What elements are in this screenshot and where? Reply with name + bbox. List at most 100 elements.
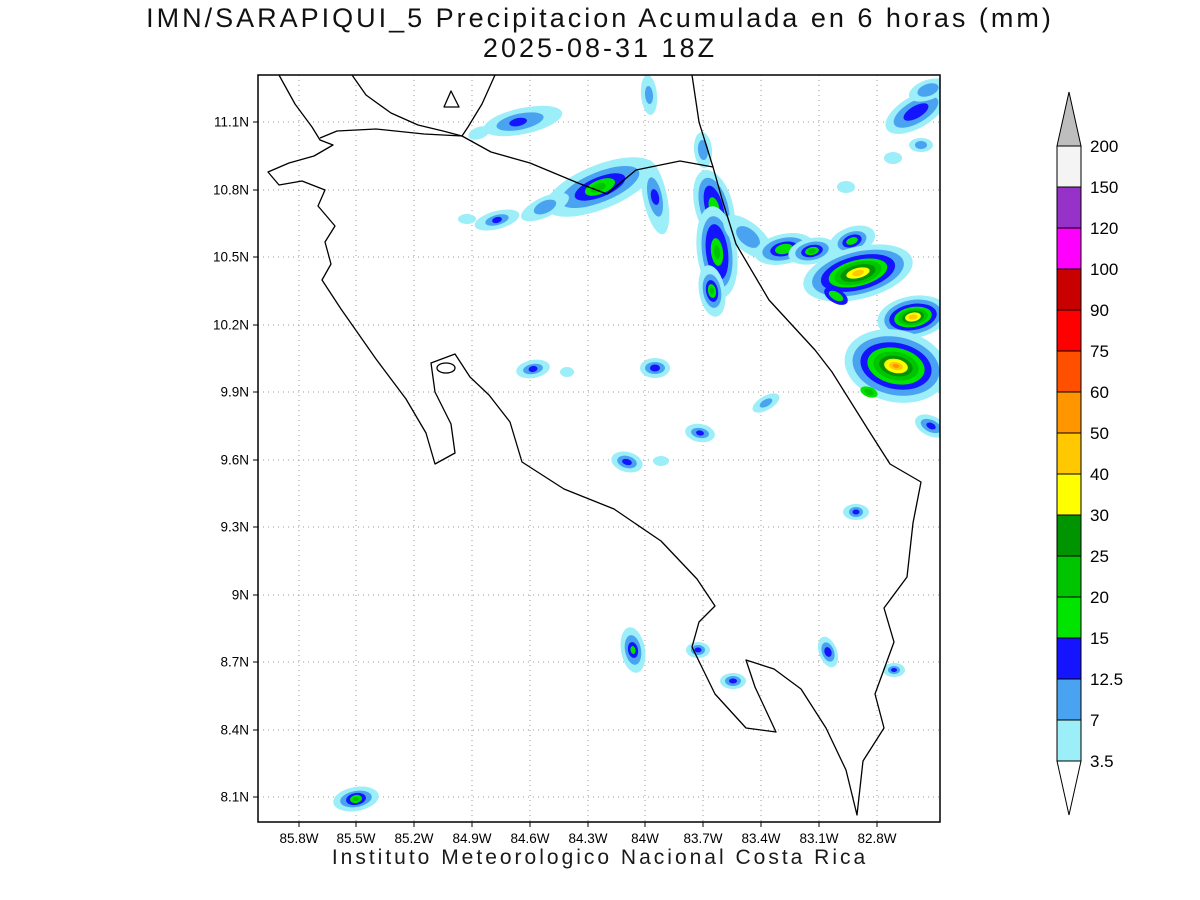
x-tick-label: 83.7W — [683, 831, 722, 846]
precip-contour-12.5mm — [528, 365, 538, 373]
precip-contour-3.5mm — [468, 126, 490, 140]
precip-cell — [720, 673, 746, 689]
colorbar-segment — [1056, 473, 1082, 516]
x-tick-label: 85.2W — [394, 831, 433, 846]
precip-cell — [560, 367, 574, 377]
precip-contour-3.5mm — [560, 367, 574, 377]
colorbar-label: 150 — [1090, 178, 1118, 197]
precip-contour-12.5mm — [824, 647, 832, 657]
precip-cell — [640, 358, 670, 378]
colorbar-segment — [1056, 678, 1082, 721]
x-tick-label: 82.8W — [857, 831, 896, 846]
precip-cell — [521, 192, 569, 222]
colorbar-label: 25 — [1090, 547, 1109, 566]
y-tick-label: 8.7N — [220, 655, 249, 670]
precip-contour-20mm — [808, 248, 816, 254]
colorbar-segment — [1056, 350, 1082, 393]
island-outline — [443, 90, 460, 108]
axis-labels: 85.8W 85.5W 85.2W 84.9W 84.6W 84.3W 84W 83.7W 83… — [213, 115, 897, 847]
precip-cell — [884, 152, 902, 164]
colorbar-label: 15 — [1090, 629, 1109, 648]
precip-contour-12.5mm — [492, 216, 502, 224]
y-tick-label: 9N — [232, 588, 249, 603]
precip-contour-12.5mm — [622, 458, 632, 466]
precip-contour-3.5mm — [653, 456, 669, 466]
precip-cell — [843, 504, 869, 520]
colorbar-segment — [1056, 432, 1082, 475]
colorbar-segment — [1056, 186, 1082, 229]
y-tick-label: 8.1N — [220, 790, 249, 805]
x-tick-label: 85.8W — [279, 831, 318, 846]
precip-contour-12.5mm — [926, 422, 936, 430]
y-tick-label: 9.9N — [220, 385, 249, 400]
precip-contour-20mm — [353, 796, 359, 802]
y-tick-label: 8.4N — [220, 723, 249, 738]
precip-cell — [844, 329, 940, 403]
precip-cell — [333, 786, 379, 812]
colorbar-segment — [1056, 637, 1082, 680]
precip-contour-7mm — [917, 83, 939, 97]
precip-cell — [883, 663, 905, 677]
precip-contour-7mm — [736, 226, 760, 248]
y-tick-label: 9.3N — [220, 520, 249, 535]
precip-contour-7mm — [759, 398, 773, 408]
colorbar-label: 12.5 — [1090, 670, 1123, 689]
precip-contour-40mm — [908, 314, 918, 320]
x-tick-label: 83.4W — [741, 831, 780, 846]
colorbar-segment — [1056, 391, 1082, 434]
colorbar-label: 20 — [1090, 588, 1109, 607]
colorbar-label: 60 — [1090, 383, 1109, 402]
precip-contour-3.5mm — [884, 152, 902, 164]
precip-cell — [458, 214, 476, 224]
y-tick-label: 10.5N — [213, 250, 249, 265]
precip-cell — [483, 105, 563, 137]
colorbar-label: 75 — [1090, 342, 1109, 361]
precip-cell — [640, 75, 658, 115]
colorbar-segment — [1056, 719, 1082, 762]
colorbar-label: 3.5 — [1090, 752, 1114, 771]
precip-contour-15mm — [630, 646, 636, 654]
chart-subtitle: 2025-08-31 18Z — [482, 33, 718, 63]
coastline-path — [319, 128, 714, 195]
precip-contour-7mm — [644, 86, 654, 104]
precip-cell — [686, 642, 710, 658]
x-tick-label: 84.3W — [568, 831, 607, 846]
precip-cell — [788, 237, 836, 265]
x-tick-label: 85.5W — [336, 831, 375, 846]
precip-contour-12.5mm — [650, 189, 660, 205]
colorbar-over-arrow — [1056, 91, 1082, 147]
precip-contour-12.5mm — [729, 678, 737, 684]
x-tick-label: 83.1W — [799, 831, 838, 846]
precip-cell — [685, 423, 715, 443]
precip-cell — [474, 209, 520, 231]
colorbar-label: 200 — [1090, 137, 1118, 156]
colorbar-segment — [1056, 227, 1082, 270]
island-outline — [436, 362, 456, 374]
precip-cell — [752, 393, 780, 413]
precip-contour-12.5mm — [696, 430, 704, 436]
precip-layer — [333, 75, 940, 812]
colorbar-segment — [1056, 596, 1082, 639]
precip-cell — [611, 451, 643, 473]
precip-contour-50mm — [892, 363, 900, 369]
precip-cell — [698, 265, 726, 317]
colorbar-segment — [1056, 555, 1082, 598]
precip-contour-3.5mm — [458, 214, 476, 224]
precip-cell — [516, 359, 550, 379]
precip-cell — [640, 159, 670, 235]
precip-contour-7mm — [533, 199, 557, 215]
y-tick-label: 10.2N — [213, 318, 249, 333]
precip-contour-20mm — [864, 388, 874, 396]
colorbar-segment — [1056, 145, 1082, 188]
colorbar-under-arrow — [1056, 760, 1082, 816]
colorbar-label: 100 — [1090, 260, 1118, 279]
precip-cell — [877, 295, 940, 339]
precip-contour-12.5mm — [852, 509, 860, 515]
y-tick-label: 11.1N — [214, 115, 249, 130]
colorbar-label: 120 — [1090, 219, 1118, 238]
coastline-layer — [267, 75, 922, 816]
precip-contour-3.5mm — [837, 181, 855, 193]
precip-cell — [909, 138, 933, 152]
colorbar-label: 40 — [1090, 465, 1109, 484]
